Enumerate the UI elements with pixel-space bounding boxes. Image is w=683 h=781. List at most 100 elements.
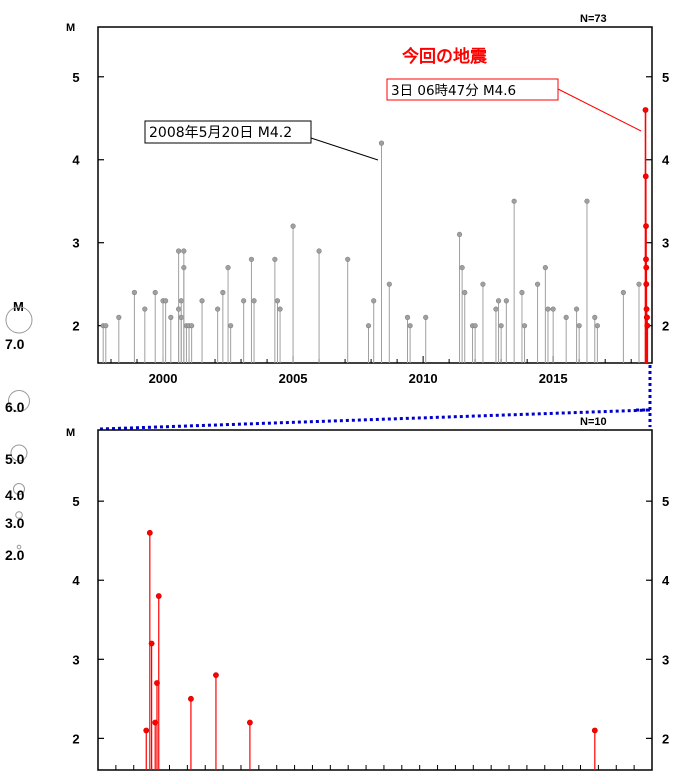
event-point bbox=[644, 322, 651, 329]
event-point bbox=[643, 223, 649, 230]
event-point bbox=[498, 323, 504, 329]
bottom-plot-frame bbox=[97, 429, 653, 771]
top-xtick-label: 2000 bbox=[149, 371, 178, 386]
event-point bbox=[163, 298, 169, 304]
event-point bbox=[472, 323, 478, 329]
top-marks bbox=[100, 107, 651, 363]
event-point bbox=[178, 314, 184, 320]
event-point bbox=[181, 248, 187, 254]
event-point bbox=[642, 173, 649, 180]
bottom-ytick-label-right: 3 bbox=[662, 652, 669, 667]
top-ytick-label-right: 3 bbox=[662, 236, 669, 251]
event-point bbox=[495, 298, 502, 304]
event-point bbox=[146, 529, 153, 536]
event-point bbox=[462, 289, 468, 296]
event-point bbox=[371, 298, 377, 304]
event-point bbox=[643, 306, 650, 312]
event-point bbox=[116, 314, 122, 320]
event-point bbox=[131, 289, 138, 296]
event-point bbox=[643, 256, 649, 263]
top-count-label: N=73 bbox=[580, 13, 607, 25]
legend-title: M bbox=[13, 299, 24, 314]
event-point bbox=[594, 323, 600, 329]
event-point bbox=[241, 298, 247, 304]
bottom-ytick-label-right: 2 bbox=[662, 731, 669, 746]
event-point bbox=[407, 323, 413, 329]
event-point bbox=[148, 640, 155, 647]
event-point bbox=[550, 306, 556, 312]
event-point bbox=[644, 314, 650, 321]
event-point bbox=[143, 727, 150, 734]
annotation-leader-2008 bbox=[310, 137, 379, 161]
event-point bbox=[103, 323, 109, 329]
event-point bbox=[272, 256, 278, 262]
series-current-events bbox=[642, 107, 651, 363]
event-point bbox=[493, 306, 499, 312]
legend-label: 2.0 bbox=[5, 547, 25, 563]
bottom-ytick-label-left: 3 bbox=[72, 652, 79, 667]
event-point bbox=[155, 593, 162, 599]
event-point bbox=[345, 256, 351, 262]
bottom-ylabel-left: M bbox=[66, 427, 75, 439]
event-point bbox=[168, 314, 174, 320]
event-point bbox=[511, 198, 517, 204]
top-ylabel-left: M bbox=[66, 22, 75, 34]
event-point bbox=[277, 306, 283, 312]
event-point bbox=[519, 289, 525, 296]
event-point bbox=[456, 231, 463, 238]
top-y-axis: 2 2 3 3 4 4 5 5 bbox=[72, 70, 670, 334]
event-point bbox=[576, 323, 582, 329]
magnitude-legend: M 7.0 6.0 5.0 4.0 3.0 2.0 bbox=[5, 299, 33, 563]
event-point bbox=[274, 298, 281, 304]
event-point bbox=[181, 264, 187, 271]
event-point bbox=[592, 314, 598, 320]
bottom-ytick-label-left: 5 bbox=[72, 494, 79, 509]
event-point bbox=[248, 256, 255, 262]
top-ytick-label-left: 5 bbox=[72, 70, 79, 85]
event-point bbox=[213, 672, 219, 679]
legend-label: 7.0 bbox=[5, 336, 25, 352]
top-ytick-label-left: 4 bbox=[72, 153, 80, 168]
event-point bbox=[545, 306, 551, 312]
legend-circle bbox=[16, 544, 22, 550]
top-xtick-label: 2005 bbox=[279, 371, 308, 386]
event-point bbox=[521, 323, 528, 329]
event-point bbox=[642, 107, 649, 113]
event-point bbox=[176, 306, 182, 312]
top-xtick-label: 2015 bbox=[539, 371, 568, 386]
event-point bbox=[584, 198, 590, 204]
event-point bbox=[247, 719, 253, 726]
bottom-y-axis: 2 2 3 3 4 4 5 5 bbox=[72, 494, 670, 746]
legend-circle bbox=[5, 306, 33, 334]
event-point bbox=[643, 281, 650, 288]
event-point bbox=[534, 281, 541, 287]
top-plot-frame bbox=[97, 26, 653, 364]
event-point bbox=[542, 264, 548, 271]
event-point bbox=[176, 248, 182, 254]
legend-circle bbox=[8, 390, 30, 412]
event-point bbox=[199, 298, 205, 304]
event-point bbox=[503, 298, 509, 304]
top-ytick-label-left: 2 bbox=[72, 319, 79, 334]
bottom-count-label: N=10 bbox=[580, 416, 607, 428]
legend-label: 3.0 bbox=[5, 515, 25, 531]
top-xtick-label: 2010 bbox=[409, 371, 438, 386]
legend-label: 5.0 bbox=[5, 451, 25, 467]
event-point bbox=[152, 289, 158, 296]
series-past-events bbox=[100, 140, 642, 363]
event-point bbox=[142, 306, 148, 312]
series-current-events-expanded bbox=[143, 529, 598, 770]
bottom-ytick-label-right: 5 bbox=[662, 494, 669, 509]
event-point bbox=[316, 248, 322, 254]
event-point bbox=[386, 281, 392, 287]
top-panel: M N=73 2 2 3 3 4 4 5 5 2000 2005 2010 2015 2008年5月… bbox=[66, 13, 670, 386]
legend-label: 4.0 bbox=[5, 487, 25, 503]
event-point bbox=[573, 306, 580, 312]
legend-label: 6.0 bbox=[5, 399, 25, 415]
event-point bbox=[189, 323, 195, 329]
event-point bbox=[378, 140, 385, 146]
event-point bbox=[404, 314, 411, 320]
annotation-label-current: 3日 06時47分 M4.6 bbox=[391, 83, 516, 99]
